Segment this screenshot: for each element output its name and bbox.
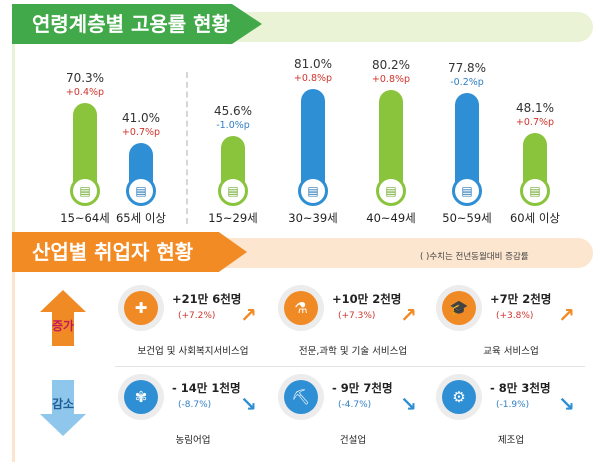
rate-bar xyxy=(379,90,403,184)
age-group-label: 15~64세 xyxy=(60,211,110,225)
decrease-label: 감소 xyxy=(51,396,75,411)
rate-change: +0.8%p xyxy=(293,73,333,84)
row-divider xyxy=(115,366,585,367)
employee-change-rate: (-8.7%) xyxy=(178,400,212,410)
decrease-arrow: 감소 xyxy=(40,380,86,436)
document-person-icon: ▤ xyxy=(520,176,550,206)
rate-bar xyxy=(301,89,325,184)
age-section-frame xyxy=(12,44,596,234)
document-person-icon: ▤ xyxy=(452,176,482,206)
industry-name: 전문,과학 및 기술 서비스업 xyxy=(298,346,408,357)
group-divider xyxy=(186,72,188,224)
employee-change-rate: (-1.9%) xyxy=(496,400,530,410)
footnote: ( )수치는 전년동월대비 증감률 xyxy=(420,252,529,262)
employment-rate: 77.8% xyxy=(447,61,487,75)
age-group-label: 60세 이상 xyxy=(509,211,561,225)
industry-name: 제조업 xyxy=(497,435,525,446)
employee-change-amount: +21만 6천명 xyxy=(172,292,242,306)
icon-ring: ⚗ xyxy=(278,285,324,331)
employee-change-amount: - 14만 1천명 xyxy=(172,381,241,395)
increase-industry-item: ✚ +21만 6천명 (+7.2%) ↗ 보건업 및 사회복지서비스업 xyxy=(118,285,278,365)
employment-rate: 70.3% xyxy=(65,71,105,85)
employment-rate: 48.1% xyxy=(515,101,555,115)
trend-up-arrow-icon: ↗ xyxy=(558,303,575,327)
employment-rate: 41.0% xyxy=(121,111,161,125)
wheat-icon: ✾ xyxy=(124,380,158,414)
icon-ring: 🎓 xyxy=(436,285,482,331)
industry-name: 교육 서비스업 xyxy=(483,346,539,357)
rate-change: +0.4%p xyxy=(65,87,105,98)
rate-change: +0.7%p xyxy=(515,117,555,128)
employee-change-rate: (+7.3%) xyxy=(338,311,376,321)
industry-name: 농림어업 xyxy=(175,435,211,446)
lab-flask-icon: ⚗ xyxy=(284,291,318,325)
icon-ring: ⚙ xyxy=(436,374,482,420)
employee-change-amount: - 9만 7천명 xyxy=(332,381,393,395)
employee-change-rate: (+3.8%) xyxy=(496,311,534,321)
trend-up-arrow-icon: ↗ xyxy=(400,303,417,327)
rate-bar xyxy=(73,103,97,184)
industry-name: 보건업 및 사회복지서비스업 xyxy=(137,346,249,357)
age-group-label: 30~39세 xyxy=(288,211,338,225)
gears-icon: ⚙ xyxy=(442,380,476,414)
employment-rate: 81.0% xyxy=(293,57,333,71)
decrease-industry-item: ⚙ - 8만 3천명 (-1.9%) ↘ 제조업 xyxy=(436,374,596,454)
excavator-icon: ⛏ xyxy=(284,380,318,414)
first-aid-kit-icon: ✚ xyxy=(124,291,158,325)
trend-down-arrow-icon: ↘ xyxy=(240,392,257,416)
age-group-label: 50~59세 xyxy=(442,211,492,225)
decrease-industry-item: ⛏ - 9만 7천명 (-4.7%) ↘ 건설업 xyxy=(278,374,438,454)
document-person-icon: ▤ xyxy=(218,176,248,206)
employee-change-amount: +7만 2천명 xyxy=(490,292,552,306)
trend-down-arrow-icon: ↘ xyxy=(558,392,575,416)
trend-down-arrow-icon: ↘ xyxy=(400,392,417,416)
document-person-icon: ▤ xyxy=(298,176,328,206)
rate-change: +0.7%p xyxy=(121,127,161,138)
industry-section-frame xyxy=(12,272,596,462)
document-person-icon: ▤ xyxy=(376,176,406,206)
icon-ring: ⛏ xyxy=(278,374,324,420)
increase-label: 증가 xyxy=(51,318,75,333)
rate-bar xyxy=(455,93,479,184)
rate-change: -0.2%p xyxy=(450,77,484,88)
document-person-icon: ▤ xyxy=(126,176,156,206)
rate-change: -1.0%p xyxy=(216,120,250,131)
employment-rate: 45.6% xyxy=(213,104,253,118)
down-arrow-icon xyxy=(40,380,86,436)
icon-ring: ✾ xyxy=(118,374,164,420)
rate-bar xyxy=(523,133,547,184)
industry-section-title: 산업별 취업자 현황 xyxy=(12,232,247,272)
document-person-icon: ▤ xyxy=(70,176,100,206)
age-group-label: 40~49세 xyxy=(366,211,416,225)
increase-industry-item: ⚗ +10만 2천명 (+7.3%) ↗ 전문,과학 및 기술 서비스업 xyxy=(278,285,438,365)
age-section-title: 연령계층별 고용률 현황 xyxy=(12,4,262,44)
industry-name: 건설업 xyxy=(339,435,367,446)
trend-up-arrow-icon: ↗ xyxy=(240,303,257,327)
increase-industry-item: 🎓 +7만 2천명 (+3.8%) ↗ 교육 서비스업 xyxy=(436,285,596,365)
age-group-label: 65세 이상 xyxy=(115,211,167,225)
decrease-industry-item: ✾ - 14만 1천명 (-8.7%) ↘ 농림어업 xyxy=(118,374,278,454)
employment-rate: 80.2% xyxy=(371,58,411,72)
employee-change-rate: (-4.7%) xyxy=(338,400,372,410)
icon-ring: ✚ xyxy=(118,285,164,331)
graduation-cap-icon: 🎓 xyxy=(442,291,476,325)
employee-change-amount: - 8만 3천명 xyxy=(490,381,551,395)
up-arrow-icon xyxy=(40,290,86,346)
rate-change: +0.8%p xyxy=(371,74,411,85)
employee-change-rate: (+7.2%) xyxy=(178,311,216,321)
employee-change-amount: +10만 2천명 xyxy=(332,292,402,306)
age-group-label: 15~29세 xyxy=(208,211,258,225)
increase-arrow: 증가 xyxy=(40,290,86,346)
